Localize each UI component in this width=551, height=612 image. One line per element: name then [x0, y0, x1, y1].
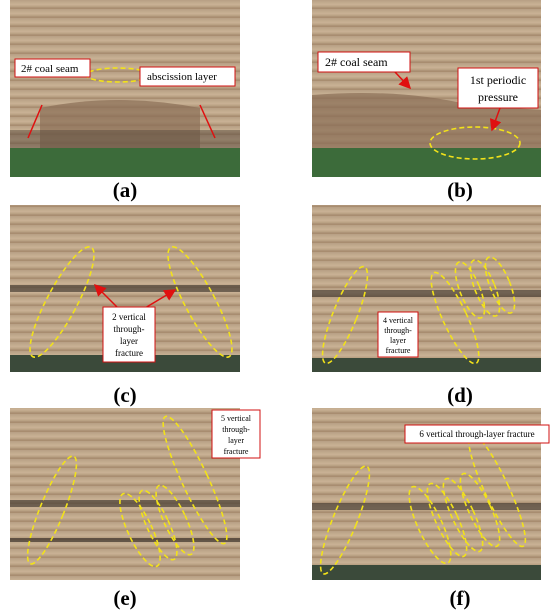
- annotation: 1st periodic: [470, 73, 526, 87]
- panel-label: (b): [447, 178, 473, 202]
- annotation: fracture: [386, 346, 411, 355]
- base: [312, 358, 541, 372]
- photo: [312, 205, 541, 372]
- panel-c: 2 vertical through- layer fracture (c): [10, 205, 242, 407]
- annotation: abscission layer: [147, 71, 217, 83]
- seam: [312, 290, 541, 297]
- annotation: 5 vertical: [221, 414, 252, 423]
- panel-label: (c): [113, 383, 136, 407]
- annotation: 2# coal seam: [325, 55, 388, 69]
- seam: [10, 130, 240, 148]
- panel-a: 2# coal seam abscission layer (a): [10, 0, 240, 202]
- annotation: through-: [384, 326, 412, 335]
- annotation: through-: [114, 324, 145, 334]
- base: [312, 148, 541, 177]
- photo: [10, 408, 240, 580]
- crack: [10, 538, 240, 542]
- annotation: layer: [228, 436, 244, 445]
- panel-label: (d): [447, 383, 473, 407]
- annotation: fracture: [115, 348, 143, 358]
- base: [312, 565, 541, 580]
- annotation: 2# coal seam: [21, 63, 79, 75]
- annotation: pressure: [478, 90, 518, 104]
- seam: [10, 285, 240, 292]
- panel-label: (a): [113, 178, 138, 202]
- figure: 2# coal seam abscission layer (a) 2# coa…: [0, 0, 551, 612]
- annotation: 2 vertical: [112, 312, 146, 322]
- annotation: through-: [222, 425, 250, 434]
- panel-b: 2# coal seam 1st periodic pressure (b): [312, 0, 541, 202]
- panel-label: (f): [450, 586, 471, 610]
- annotation: layer: [390, 336, 406, 345]
- panel-f: 6 vertical through-layer fracture (f): [312, 408, 549, 610]
- panel-e: 5 vertical through- layer fracture (e): [10, 408, 260, 610]
- seam: [10, 500, 240, 507]
- panel-label: (e): [113, 586, 136, 610]
- annotation: layer: [120, 336, 138, 346]
- panel-d: 4 vertical through- layer fracture (d): [312, 205, 541, 407]
- annotation: 4 vertical: [383, 316, 414, 325]
- base: [10, 148, 240, 177]
- annotation: fracture: [224, 447, 249, 456]
- annotation: 6 vertical through-layer fracture: [419, 429, 534, 439]
- seam: [312, 503, 541, 510]
